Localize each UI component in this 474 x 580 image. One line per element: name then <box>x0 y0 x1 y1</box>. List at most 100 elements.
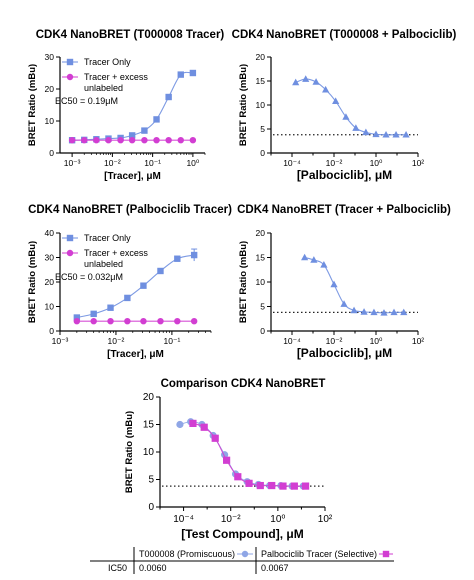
x-axis-label: [Palbociclib], μM <box>297 346 392 360</box>
legend-marker <box>241 550 249 558</box>
chart-panel-3: CDK4 NanoBRET (Palbociclib Tracer) 0 10 20 3… <box>27 204 232 360</box>
data-point <box>268 481 276 490</box>
data-point <box>256 481 264 490</box>
y-tick-label: 0 <box>148 502 154 513</box>
data-point <box>330 280 338 288</box>
data-point <box>320 261 328 268</box>
legend-marker <box>66 249 74 257</box>
data-point <box>128 132 136 139</box>
data-point <box>362 128 370 136</box>
x-tick-label: 10⁻³ <box>52 336 69 346</box>
y-tick-label: 20 <box>45 84 55 94</box>
data-point <box>93 137 100 144</box>
data-point <box>177 137 184 144</box>
y-tick-label: 10 <box>256 277 266 287</box>
legend-marker <box>66 73 74 81</box>
data-point <box>128 137 136 144</box>
data-point <box>390 308 398 316</box>
x-tick-label: 10⁻⁴ <box>283 158 301 168</box>
y-tick-label: 30 <box>45 253 55 263</box>
y-tick-label: 0 <box>49 148 54 158</box>
table-value: 0.0060 <box>139 563 167 573</box>
x-tick-label: 10⁻² <box>326 158 343 168</box>
x-tick-label: 10⁰ <box>186 158 199 168</box>
chart-panel-1: CDK4 NanoBRET (T000008 Tracer) 0 10 20 30 10⁻… <box>27 29 224 182</box>
y-tick-label: 0 <box>260 148 265 158</box>
y-tick-label: 5 <box>260 302 265 312</box>
data-point <box>301 482 310 490</box>
data-point <box>153 116 160 123</box>
ec50-annotation: EC50 = 0.032μM <box>55 272 123 282</box>
data-point <box>189 419 197 427</box>
x-tick-label: 10² <box>318 514 333 525</box>
x-tick-label: 10⁻¹ <box>164 336 181 346</box>
y-tick-label: 0 <box>260 326 265 336</box>
y-tick-label: 40 <box>45 228 55 238</box>
data-point <box>140 318 147 325</box>
x-tick-label: 10⁰ <box>270 514 285 525</box>
legend-label: Tracer + excess <box>84 72 148 82</box>
x-tick-label: 10² <box>412 336 424 346</box>
data-point <box>402 130 410 138</box>
x-tick-label: 10² <box>412 158 424 168</box>
data-point <box>310 256 318 263</box>
series-curve <box>179 421 304 487</box>
chart-title: CDK4 NanoBRET (T000008 + Palbociclib) <box>232 29 457 41</box>
x-axis-label: [Tracer], μM <box>104 171 161 182</box>
chart-panel-2: CDK4 NanoBRET (T000008 + Palbociclib) 0 5 1… <box>232 29 457 182</box>
x-tick-label: 10⁰ <box>370 336 383 346</box>
legend-label: Tracer Only <box>84 57 131 67</box>
data-point <box>90 310 97 318</box>
data-point <box>177 71 184 78</box>
data-point <box>107 318 114 325</box>
data-point <box>279 482 287 490</box>
x-tick-label: 10⁻² <box>221 514 241 525</box>
y-tick-label: 0 <box>49 326 54 336</box>
data-point <box>322 85 330 93</box>
chart-panel-4: CDK4 NanoBRET (Tracer + Palbociclib) 0 5 10… <box>237 204 451 360</box>
data-point <box>124 318 131 325</box>
data-point <box>73 318 81 325</box>
data-point <box>292 78 300 86</box>
x-tick-label: 10⁰ <box>370 158 383 168</box>
legend-label: Tracer Only <box>84 233 131 243</box>
data-point <box>105 137 112 144</box>
data-point <box>302 75 310 82</box>
data-point <box>211 434 219 442</box>
x-tick-label: 10⁻⁴ <box>283 336 301 346</box>
y-axis-label: BRET Ratio (mBu) <box>238 241 249 323</box>
chart-title: CDK4 NanoBRET (Tracer + Palbociclib) <box>237 204 451 216</box>
x-tick-label: 10⁻³ <box>64 158 81 168</box>
ec50-annotation: EC50 = 0.19μM <box>55 96 118 106</box>
x-tick-label: 10⁻² <box>326 336 343 346</box>
y-tick-label: 15 <box>256 253 266 263</box>
data-point <box>340 300 348 307</box>
table-row-label: IC50 <box>108 563 127 573</box>
data-point <box>140 282 147 289</box>
legend-marker <box>66 58 74 66</box>
data-point <box>370 308 378 316</box>
y-tick-label: 10 <box>45 116 55 126</box>
data-point <box>73 314 81 321</box>
data-point <box>68 137 76 144</box>
data-point <box>301 253 309 261</box>
data-point <box>400 308 408 316</box>
x-axis-label: [Palbociclib], μM <box>297 168 392 182</box>
legend-marker <box>66 234 74 242</box>
legend-label: unlabeled <box>84 259 123 269</box>
table-col-header: T000008 (Promiscuous) <box>139 549 235 559</box>
y-axis-label: BRET Ratio (mBu) <box>27 241 38 323</box>
chart-title: CDK4 NanoBRET (T000008 Tracer) <box>36 29 225 41</box>
y-tick-label: 20 <box>143 392 155 403</box>
data-point <box>382 130 390 138</box>
data-point <box>174 255 181 262</box>
y-axis-label: BRET Ratio (mBu) <box>27 64 38 146</box>
table-col-header: Palbociclib Tracer (Selective) <box>261 549 377 559</box>
y-tick-label: 10 <box>256 100 266 110</box>
data-point <box>117 137 124 144</box>
legend-label: Tracer + excess <box>84 248 148 258</box>
data-point <box>245 479 253 487</box>
data-point <box>165 137 172 144</box>
x-tick-label: 10⁻² <box>104 158 121 168</box>
